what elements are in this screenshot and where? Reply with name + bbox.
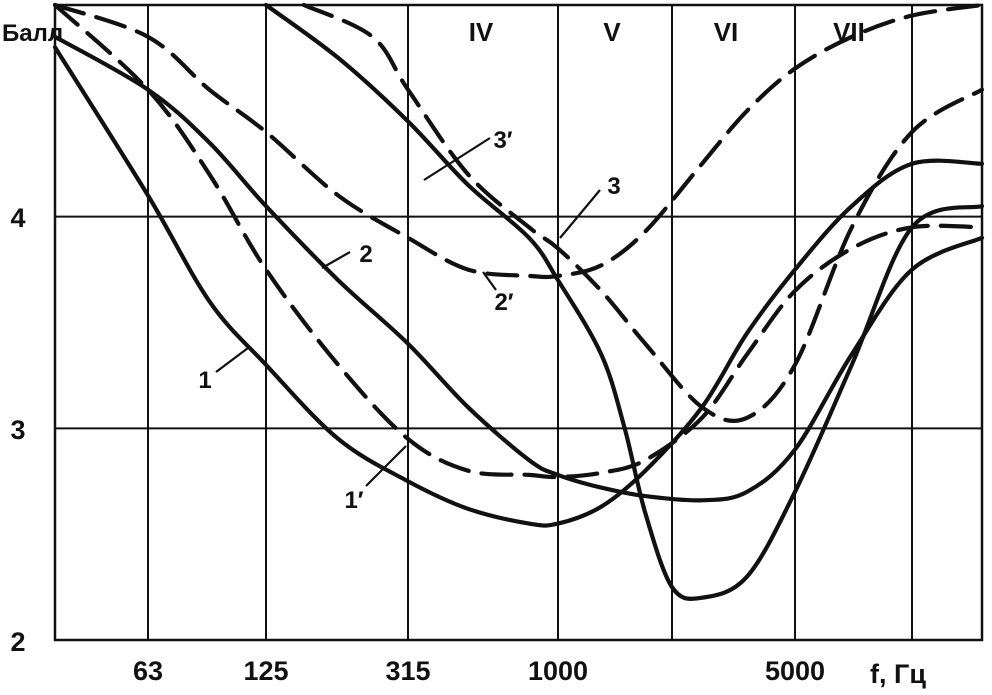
x-tick-label-125: 125 [243,656,288,686]
labels-group: Балл f, Гц 2 3 4 63 125 315 1000 5000 IV… [2,17,926,689]
y-tick-label-3: 3 [10,415,25,445]
x-tick-label-315: 315 [385,656,430,686]
curve-label-3: 3 [607,173,620,200]
curve-label-1-prime: 1′ [344,487,363,514]
grid [53,3,984,642]
series-line-1-prime [52,2,985,480]
curve-label-2: 2 [359,241,372,268]
x-axis-title: f, Гц [870,659,926,689]
curve-label-1: 1 [198,367,211,394]
leader-3-prime [423,137,491,181]
x-tick-label-1000: 1000 [528,656,588,686]
x-tick-label-5000: 5000 [765,656,825,686]
leader-1-prime [365,445,407,487]
series-line-2 [52,34,985,503]
leader-1 [215,347,249,373]
curve-label-2-prime: 2′ [494,289,513,316]
band-label-v: V [603,17,621,47]
x-tick-label-63: 63 [133,656,163,686]
band-label-iv: IV [469,17,494,47]
band-label-vii: VII [833,17,865,47]
leader-3 [559,189,601,239]
leader-2-prime [482,271,497,291]
curve-leader-lines [215,137,601,487]
series-line-3 [263,2,985,601]
y-axis-title: Балл [2,20,63,47]
series-line-3-prime [301,2,985,423]
series-group [52,2,985,601]
y-tick-label-2: 2 [10,627,25,657]
series-line-1 [52,45,985,528]
y-tick-label-4: 4 [10,203,25,233]
curve-label-3-prime: 3′ [493,127,512,154]
plot-frame [53,3,984,642]
leader-2 [321,251,351,269]
band-label-vi: VI [714,17,739,47]
